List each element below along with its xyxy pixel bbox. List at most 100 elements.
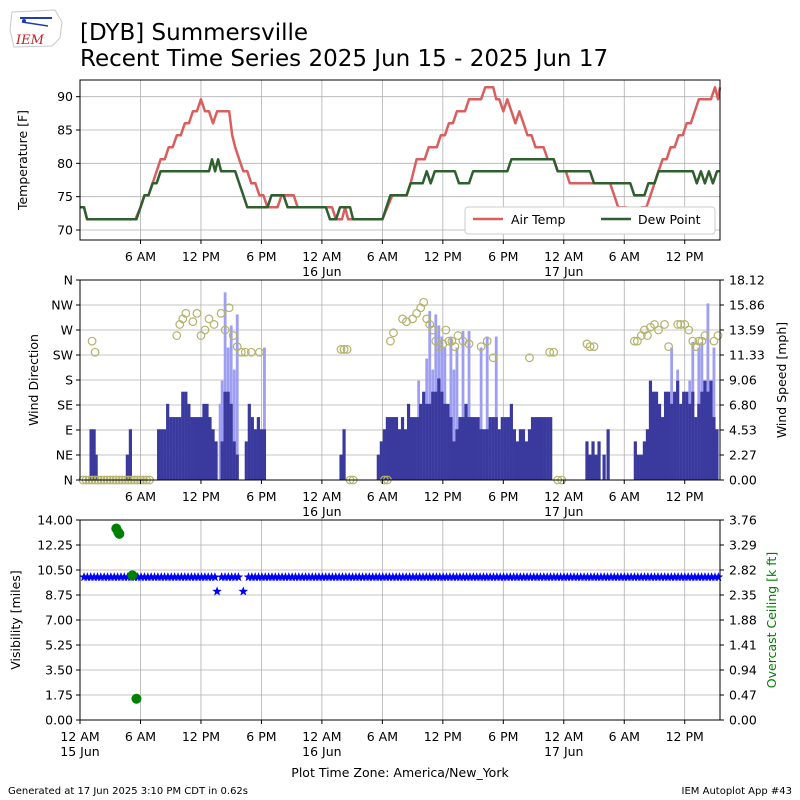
wind-speed-bar	[184, 391, 188, 480]
direction-tick-label: SW	[53, 348, 73, 363]
wind-speed-bar	[497, 429, 501, 480]
wind-speed-bar	[403, 429, 408, 480]
wind-gust-bar	[229, 325, 233, 480]
wind-speed-bar	[594, 454, 598, 480]
wind-direction-marker	[236, 347, 246, 357]
wind-gust-bar	[232, 369, 236, 480]
wind-direction-marker	[482, 336, 492, 346]
wind-speed-bar	[253, 429, 257, 480]
wind-speed-bar	[549, 417, 553, 480]
wind-gust-bar	[452, 369, 456, 480]
wind-direction-marker	[549, 347, 559, 357]
wind-speed-bar	[676, 380, 680, 480]
wind-speed-bar	[437, 378, 441, 480]
wind-speed-bar	[606, 429, 610, 480]
wind-speed-bar	[434, 391, 438, 480]
ceiling-tick-label: 0.94	[729, 663, 757, 678]
wind-speed-bar	[518, 429, 523, 480]
wind-speed-bar	[588, 454, 592, 480]
wind-speed-bar	[494, 417, 498, 480]
temperature-legend: Air Temp Dew Point	[464, 206, 716, 235]
ceiling-marker	[131, 693, 142, 704]
x-tick-label: 12 PM	[424, 489, 462, 504]
x-tick-label: 6 AM	[367, 489, 398, 504]
x-tick-date-label: 16 Jun	[302, 504, 341, 519]
wind-speed-bar	[543, 417, 547, 480]
wind-speed-bar	[226, 391, 230, 480]
wind-direction-marker	[450, 342, 460, 352]
visibility-tick-label: 8.75	[45, 588, 73, 603]
wind-direction-marker	[336, 345, 346, 354]
wind-speed-bar	[220, 441, 224, 480]
wind-speed-bar	[440, 391, 444, 480]
wind-direction-marker	[585, 342, 595, 352]
wind-speed-bar	[428, 403, 432, 480]
wind-speed-bar	[89, 429, 93, 480]
wind-speed-bar	[339, 454, 343, 480]
speed-tick-label: 6.80	[729, 398, 757, 413]
wind-gust-bar	[220, 380, 224, 480]
wind-speed-bar	[92, 429, 96, 480]
x-tick-label: 6 PM	[246, 729, 276, 744]
wind-speed-bar	[128, 429, 132, 480]
y-tick-label: 75	[57, 189, 73, 204]
x-tick-label: 6 AM	[609, 489, 640, 504]
x-tick-label: 6 AM	[125, 489, 156, 504]
timezone-xlabel: Plot Time Zone: America/New_York	[291, 765, 509, 780]
wind-speed-bar	[443, 403, 447, 480]
x-tick-label: 6 AM	[367, 729, 398, 744]
wind-gust-bar	[223, 292, 227, 480]
wind-direction-marker	[545, 347, 555, 357]
x-tick-label: 12 PM	[666, 729, 704, 744]
x-tick-label: 12 AM	[544, 489, 583, 504]
wind-speed-bar	[709, 380, 713, 480]
visibility-tick-label: 12.25	[37, 538, 73, 553]
wind-speed-bar	[214, 441, 218, 480]
wind-speed-bar	[515, 441, 520, 480]
wind-gust-bar	[467, 330, 471, 480]
wind-speed-bar	[400, 417, 405, 480]
direction-tick-label: N	[64, 473, 73, 488]
wind-gust-bar	[428, 311, 432, 480]
wind-speed-bar	[645, 429, 650, 480]
speed-tick-label: 0.00	[729, 473, 757, 488]
wind-speed-bar	[422, 391, 426, 480]
ceiling-tick-label: 3.76	[729, 513, 757, 528]
wind-direction-marker	[453, 331, 463, 340]
wind-speed-bar	[585, 441, 589, 480]
x-tick-label: 6 AM	[125, 729, 156, 744]
wind-speed-bar	[397, 429, 402, 480]
wind-speed-bar	[464, 403, 468, 480]
wind-gust-bar	[218, 403, 222, 480]
app-label: IEM Autoplot App #43	[682, 786, 792, 797]
speed-tick-label: 15.86	[729, 298, 765, 313]
wind-speed-bar	[642, 441, 647, 480]
direction-tick-label: E	[65, 423, 73, 438]
wind-speed-bar	[394, 417, 399, 480]
wind-direction-marker	[525, 353, 534, 363]
x-tick-date-label: 16 Jun	[302, 264, 341, 279]
wind-direction-marker	[216, 308, 226, 318]
wind-speed-bar	[256, 417, 260, 480]
wind-speed-bar	[673, 391, 677, 480]
wind-speed-bar	[205, 403, 209, 480]
wind-speed-bar	[385, 417, 390, 480]
ceiling-marker	[127, 570, 138, 581]
wind-speed-bar	[482, 429, 486, 480]
wind-direction-marker	[389, 328, 398, 338]
wind-speed-bar	[169, 417, 173, 480]
wind-speed-bar	[431, 391, 435, 480]
wind-direction-marker	[228, 331, 238, 340]
wind-speed-bar	[660, 417, 665, 480]
x-tick-date-label: 17 Jun	[544, 264, 583, 279]
wind-speed-bar	[406, 403, 411, 480]
wind-speed-bar	[470, 417, 474, 480]
visibility-marker	[212, 586, 222, 596]
wind-direction-marker	[255, 347, 264, 357]
wind-speed-bar	[413, 417, 417, 480]
wind-speed-bar	[602, 454, 606, 480]
wind-speed-bar	[455, 429, 459, 480]
wind-speed-bar	[521, 429, 526, 480]
x-tick-label: 6 AM	[125, 249, 156, 264]
wind-speed-bar	[691, 391, 695, 480]
